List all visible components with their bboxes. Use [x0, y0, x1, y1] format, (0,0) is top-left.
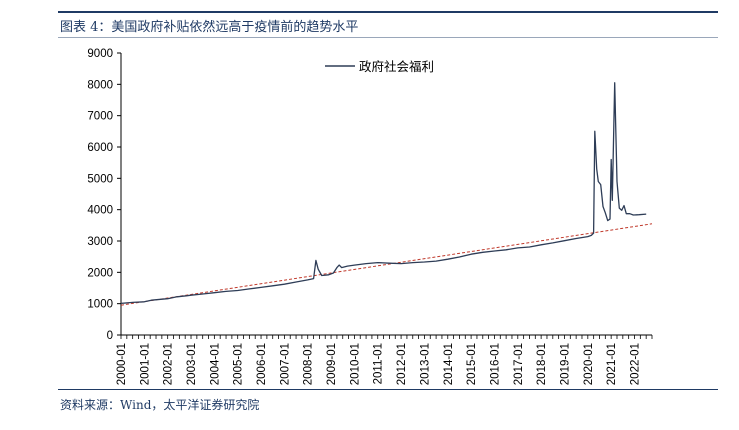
y-tick-label: 8000 — [87, 79, 113, 91]
series-line — [120, 82, 647, 305]
x-tick-label: 2002-01 — [163, 343, 175, 385]
trend-layer — [120, 223, 653, 306]
chart-legend: 政府社会福利 — [325, 59, 434, 74]
y-tick-label: 5000 — [87, 173, 113, 185]
x-tick-label: 2003-01 — [186, 343, 198, 385]
y-tick-label: 1000 — [87, 299, 113, 311]
y-tick-label: 3000 — [87, 236, 113, 248]
y-axis: 0 1000 2000 3000 4000 5000 6000 7000 8000 9000 — [87, 48, 122, 342]
x-tick-label: 2005-01 — [233, 343, 245, 385]
x-tick-label: 2008-01 — [303, 343, 315, 385]
y-tick-label: 9000 — [87, 48, 113, 60]
y-tick-label: 6000 — [87, 142, 113, 154]
x-tick-label: 2006-01 — [256, 343, 268, 385]
x-tick-label: 2019-01 — [559, 343, 571, 385]
trend-line — [120, 223, 653, 306]
x-tick-label: 2000-01 — [116, 343, 128, 385]
title-rule — [58, 37, 718, 38]
series-layer — [120, 82, 647, 305]
top-rule — [58, 11, 718, 13]
x-axis: 2000-01 2001-01 2002-01 2003-01 2004-01 2005-… — [116, 334, 653, 385]
x-tick-label: 2015-01 — [466, 343, 478, 385]
y-tick-label: 0 — [107, 330, 113, 342]
x-tick-label: 2011-01 — [373, 343, 385, 384]
x-tick-label: 2014-01 — [443, 343, 455, 385]
bottom-rule — [58, 389, 718, 390]
source-note: 资料来源：Wind，太平洋证券研究院 — [60, 398, 260, 412]
x-tick-label: 2004-01 — [209, 343, 221, 385]
x-tick-label: 2018-01 — [536, 343, 548, 385]
x-tick-label: 2017-01 — [513, 343, 525, 385]
figure-title: 图表 4：美国政府补贴依然远高于疫情前的趋势水平 — [60, 20, 359, 35]
x-tick-label: 2013-01 — [419, 343, 431, 385]
x-tick-label: 2020-01 — [583, 343, 595, 385]
x-tick-label: 2022-01 — [629, 343, 641, 385]
y-tick-label: 7000 — [87, 111, 113, 123]
x-tick-label: 2001-01 — [139, 343, 151, 385]
x-tick-label: 2016-01 — [489, 343, 501, 385]
x-tick-label: 2007-01 — [279, 343, 291, 385]
x-tick-label: 2021-01 — [606, 343, 618, 385]
x-tick-label: 2012-01 — [396, 343, 408, 385]
y-tick-label: 4000 — [87, 205, 113, 217]
x-tick-label: 2010-01 — [349, 343, 361, 385]
x-tick-label: 2009-01 — [326, 343, 338, 385]
legend-label: 政府社会福利 — [359, 59, 434, 74]
y-tick-label: 2000 — [87, 267, 113, 279]
